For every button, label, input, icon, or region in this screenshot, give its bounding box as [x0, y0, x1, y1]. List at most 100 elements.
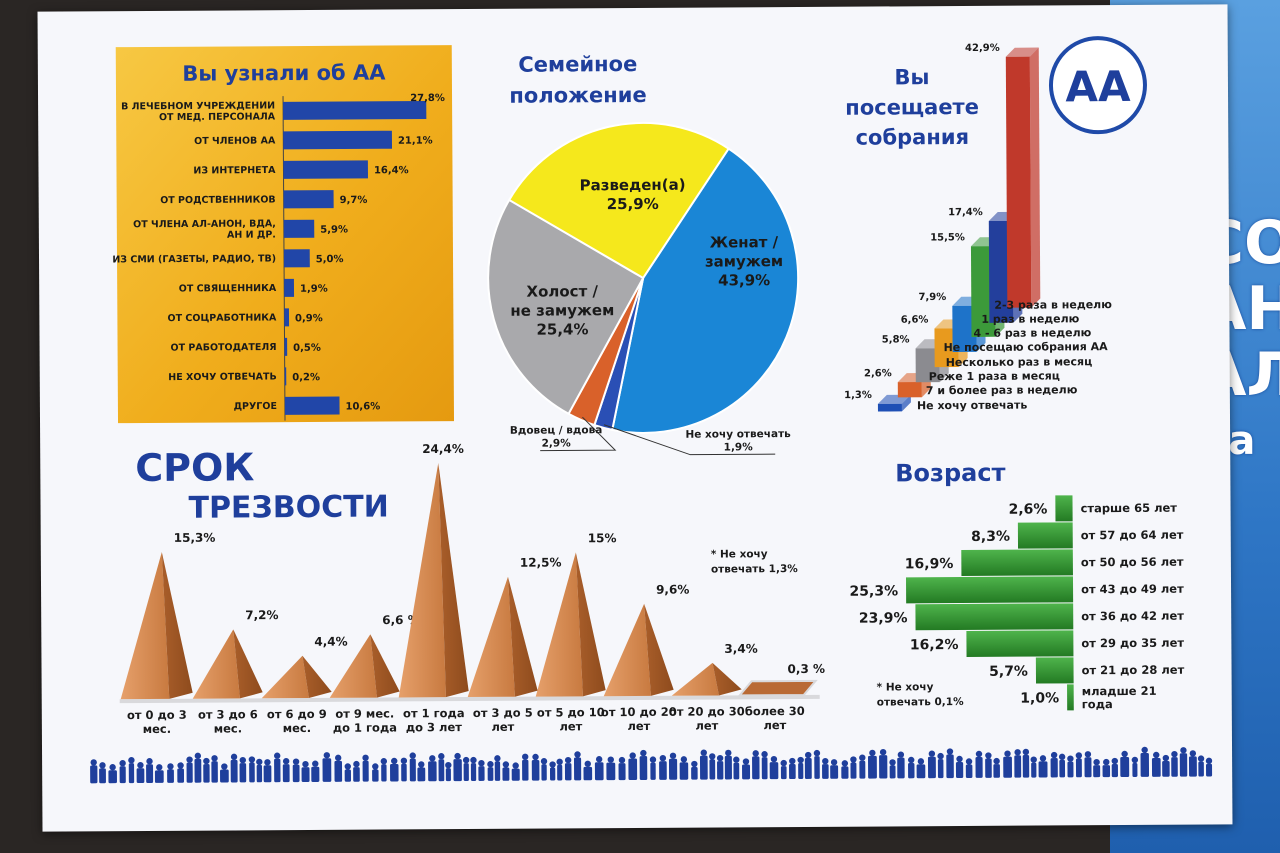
source-bar: [284, 278, 295, 297]
age-category: от 36 до 42 лет: [1081, 609, 1184, 624]
age-value-line: 16,2%: [910, 637, 959, 653]
age-bar: [961, 549, 1073, 577]
source-bar: [283, 160, 368, 179]
crowd-figure: [879, 755, 888, 779]
pie-slice-label-line: 25,9%: [607, 195, 659, 213]
crowd-figure-head: [780, 759, 787, 767]
pie-title: Семейное положение: [509, 52, 647, 108]
crowd-figure: [334, 760, 343, 782]
age-bar: [915, 603, 1074, 631]
crowd-figure: [594, 762, 604, 781]
crowd-figure-head: [584, 760, 591, 768]
meetings-value-line: 6,6%: [901, 315, 929, 326]
crowd-figure: [1067, 761, 1074, 778]
crowd-figure-head: [487, 761, 494, 768]
source-bar: [284, 367, 287, 386]
crowd-figure-head: [323, 752, 331, 759]
sobriety-category-line: от 1 года: [403, 706, 465, 720]
source-value: 1,9%: [300, 284, 328, 295]
crowd-figure-head: [742, 758, 750, 765]
source-bar: [283, 219, 315, 238]
sobriety-pyramid: [671, 662, 719, 696]
meetings-bar: [897, 382, 922, 398]
sobriety-title: ТРЕЗВОСТИ: [188, 490, 388, 526]
sobriety-pyramid: [261, 655, 309, 699]
crowd-figure-head: [752, 750, 759, 757]
crowd-figure-head: [659, 754, 667, 762]
pie-slice-label-line: Разведен(а): [580, 176, 686, 195]
aa-logo: АА: [1048, 36, 1147, 135]
age-bar: [1067, 684, 1074, 711]
source-value-line: 10,6%: [345, 401, 380, 412]
crowd-figure-head: [146, 758, 153, 765]
sobriety-value: 15,3%: [174, 531, 216, 545]
crowd-figure: [733, 762, 740, 780]
crowd-figure: [549, 767, 556, 781]
pie-outer-label: Вдовец / вдова 2,9%: [510, 424, 603, 450]
sobriety-pyramid-side: [575, 552, 606, 697]
meetings-title-line: Вы: [894, 65, 929, 89]
age-category: от 50 до 56 лет: [1081, 555, 1184, 570]
crowd-figure: [230, 759, 238, 783]
crowd-figure-head: [167, 763, 174, 770]
sobriety-category: от 20 до 30 лет: [669, 704, 745, 732]
sobriety-category-line: от 0 до 3: [127, 708, 187, 722]
pie-slice-label: Женат / замужем 43,9%: [705, 233, 784, 289]
age-category-line: от 57 до 64 лет: [1081, 528, 1184, 543]
infographic-canvas: Вы узнали об АА В ЛЕЧЕБНОМ УЧРЕЖДЕНИИ ОТ М…: [90, 36, 1213, 784]
meetings-bar-top: [1005, 47, 1039, 57]
crowd-figure: [1022, 754, 1030, 778]
sobriety-category-line: мес.: [143, 722, 171, 736]
source-category: ОТ СВЯЩЕННИКА: [179, 283, 277, 295]
source-value: 21,1%: [398, 135, 433, 146]
age-note-line: отвечать 0,1%: [877, 696, 964, 709]
meetings-value-line: 7,9%: [919, 292, 947, 303]
crowd-figure: [1206, 763, 1213, 777]
crowd-figure: [1014, 755, 1022, 778]
sobriety-category-line: до 3 лет: [406, 720, 463, 734]
crowd-figure-head: [805, 751, 812, 759]
crowd-figure: [282, 764, 290, 783]
pie-leader: [540, 416, 617, 452]
sobriety-value-line: 0,3 %: [787, 662, 825, 676]
age-value-line: 1,0%: [1020, 690, 1059, 706]
sobriety-title: СРОК: [135, 445, 254, 490]
meetings-title-line: посещаете: [845, 95, 979, 120]
source-value: 9,7%: [340, 195, 368, 206]
sobriety-value-line: 4,4%: [314, 635, 347, 649]
crowd-figure: [752, 756, 760, 780]
crowd-figure-head: [502, 761, 510, 768]
pie-title-line: Семейное: [518, 52, 637, 77]
meetings-bar: [1005, 56, 1032, 308]
source-value: 0,9%: [295, 313, 323, 324]
crowd-figure: [830, 765, 839, 779]
age-category: старше 65 лет: [1081, 501, 1178, 516]
crowd-figure: [1050, 758, 1058, 778]
crowd-figure: [985, 758, 992, 778]
crowd-figure: [522, 759, 529, 781]
crowd-figure: [1102, 765, 1111, 778]
crowd-figure: [372, 769, 379, 782]
sobriety-category: от 1 года до 3 лет: [403, 706, 465, 734]
source-value: 16,4%: [374, 165, 409, 176]
crowd-figure: [889, 765, 896, 779]
meetings-bar: [877, 403, 902, 412]
crowd-figure: [531, 759, 540, 781]
pie-outer-label-line: Не хочу отвечать: [685, 428, 791, 441]
meetings-value: 2,6%: [864, 368, 892, 379]
crowd-figure-head: [1153, 751, 1160, 759]
meetings-value: 1,3%: [844, 390, 872, 401]
crowd-figure: [742, 764, 751, 780]
meetings-category-line: 2-3 раза в неделю: [994, 298, 1112, 312]
age-category: от 21 до 28 лет: [1082, 663, 1185, 678]
pie-slice-label-line: Холост /: [526, 282, 598, 300]
crowd-figure: [639, 756, 648, 780]
crowd-figure-head: [956, 755, 963, 763]
age-category: младше 21 года: [1082, 684, 1157, 711]
meetings-value-line: 15,5%: [930, 232, 965, 243]
crowd-figure: [353, 767, 360, 782]
meetings-value: 17,4%: [948, 207, 983, 218]
crowd-figure: [463, 763, 469, 782]
crowd-figure-head: [186, 756, 193, 763]
